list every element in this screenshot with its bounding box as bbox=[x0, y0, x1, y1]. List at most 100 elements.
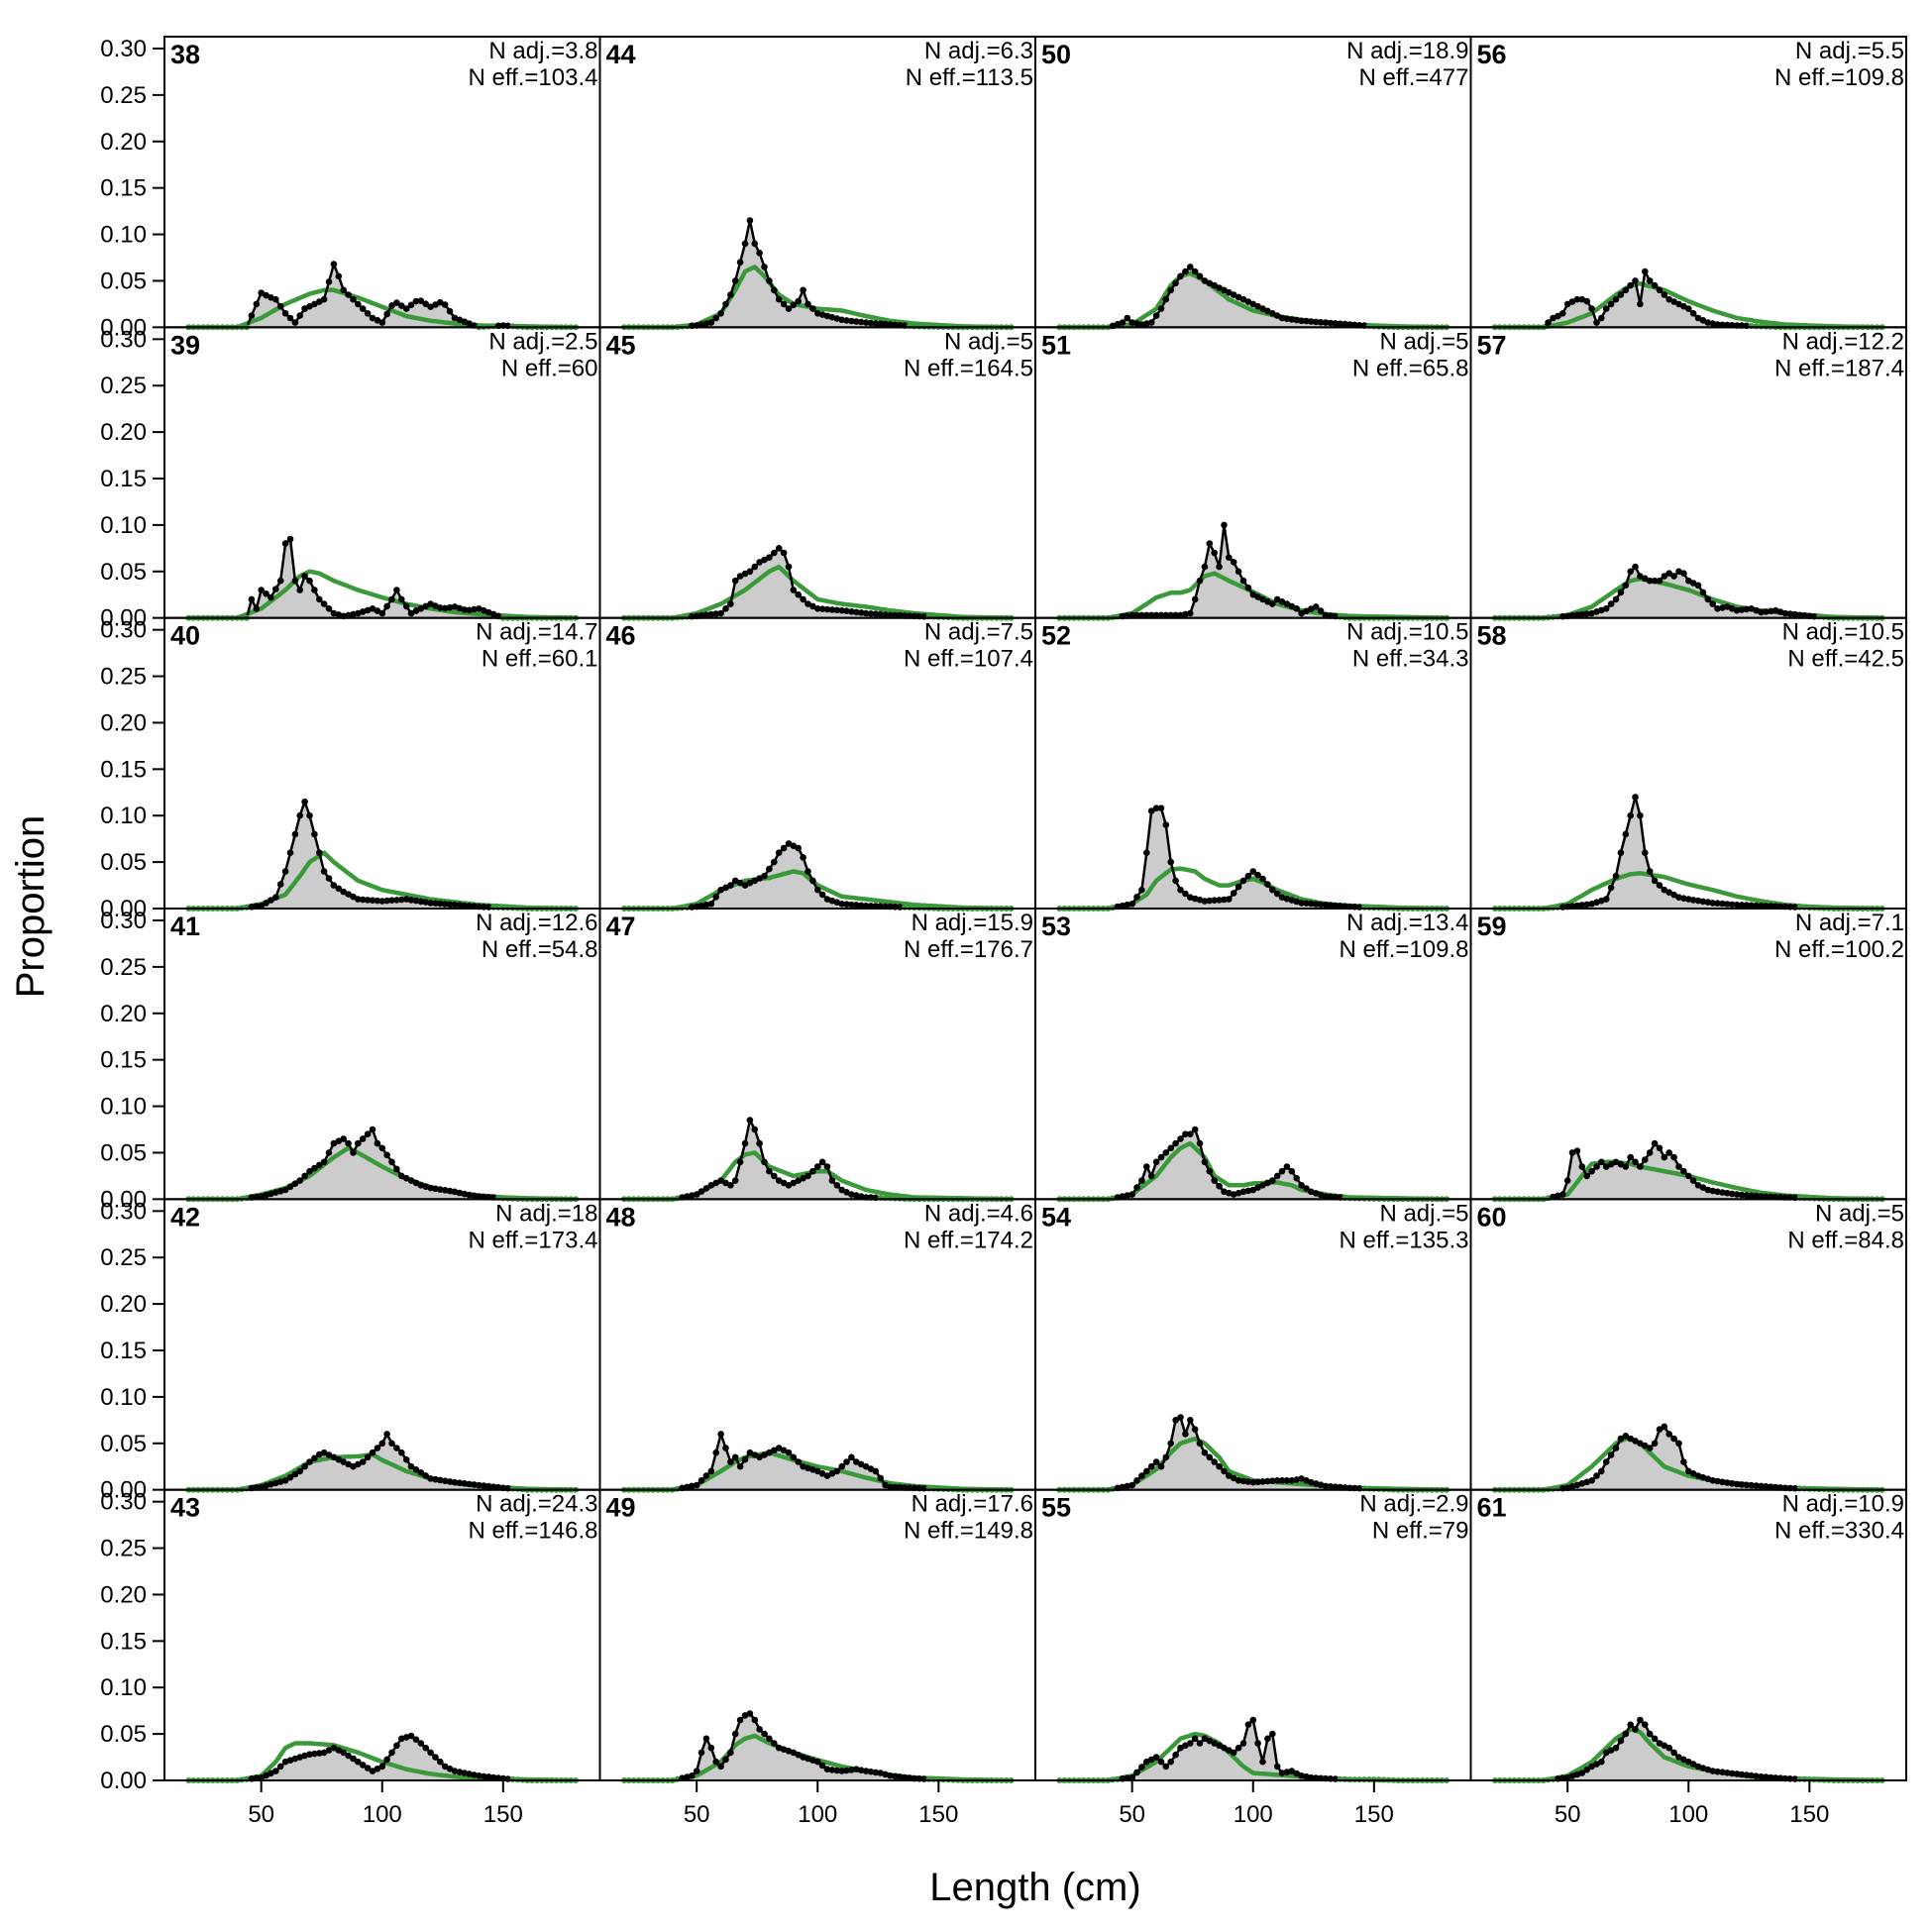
observed-point bbox=[785, 563, 793, 571]
observed-point bbox=[800, 1174, 806, 1182]
observed-point bbox=[833, 1467, 841, 1475]
observed-point bbox=[1622, 286, 1630, 294]
observed-point bbox=[693, 1768, 700, 1774]
observed-point bbox=[369, 1126, 376, 1133]
observed-point bbox=[712, 894, 719, 901]
observed-point bbox=[901, 1773, 909, 1781]
n-eff-text: N eff.=187.4 bbox=[1774, 355, 1904, 381]
observed-point bbox=[731, 277, 739, 284]
observed-point bbox=[1555, 312, 1561, 320]
observed-point bbox=[1216, 563, 1223, 571]
observed-point bbox=[689, 1482, 696, 1490]
observed-point bbox=[1201, 898, 1209, 905]
observed-point bbox=[330, 261, 338, 268]
observed-point bbox=[1680, 302, 1687, 310]
observed-point bbox=[746, 1449, 754, 1456]
observed-point bbox=[369, 605, 376, 612]
panel-label: 54 bbox=[1041, 1202, 1071, 1232]
y-tick-label: 0.05 bbox=[100, 1139, 147, 1166]
observed-point bbox=[1728, 1190, 1736, 1198]
observed-point bbox=[393, 1742, 400, 1750]
observed-point bbox=[1346, 321, 1353, 328]
observed-point bbox=[707, 901, 715, 908]
observed-point bbox=[1206, 279, 1214, 287]
n-eff-text: N eff.=164.5 bbox=[904, 355, 1033, 381]
observed-point bbox=[1239, 877, 1247, 885]
observed-point bbox=[1758, 1772, 1765, 1780]
observed-point bbox=[1607, 1451, 1615, 1458]
observed-point bbox=[1733, 901, 1741, 909]
observed-point bbox=[427, 1749, 434, 1757]
observed-point bbox=[481, 1482, 487, 1489]
observed-point bbox=[1699, 589, 1707, 596]
observed-point bbox=[843, 901, 850, 908]
observed-point bbox=[276, 881, 284, 888]
observed-point bbox=[1182, 268, 1189, 275]
observed-point bbox=[422, 300, 430, 308]
observed-point bbox=[1704, 899, 1712, 906]
n-adj-text: N adj.=18 bbox=[495, 1200, 597, 1227]
observed-point bbox=[771, 286, 778, 294]
observed-point bbox=[398, 1449, 405, 1456]
observed-point bbox=[1254, 871, 1261, 879]
observed-point bbox=[446, 1478, 454, 1485]
observed-area bbox=[1494, 797, 1882, 909]
observed-point bbox=[388, 302, 395, 309]
observed-point bbox=[1273, 1763, 1281, 1771]
observed-point bbox=[1133, 1477, 1140, 1484]
panel-58: 58 N adj.=10.5N eff.=42.5 bbox=[1469, 616, 1907, 912]
panel-39: 39 N adj.=2.5N eff.=60 bbox=[163, 326, 601, 621]
observed-point bbox=[857, 1460, 865, 1468]
observed-point bbox=[1147, 1462, 1155, 1470]
observed-point bbox=[727, 1458, 734, 1465]
observed-point bbox=[1733, 1191, 1741, 1198]
panel-label: 49 bbox=[606, 1493, 636, 1523]
observed-point bbox=[355, 1758, 362, 1766]
y-tick-label: 0.10 bbox=[100, 1674, 147, 1701]
observed-point bbox=[790, 301, 798, 309]
observed-point bbox=[1327, 319, 1335, 327]
observed-point bbox=[1201, 277, 1209, 284]
observed-point bbox=[1651, 1735, 1659, 1743]
observed-point bbox=[286, 1183, 294, 1191]
observed-point bbox=[320, 295, 328, 303]
observed-point bbox=[1748, 1771, 1755, 1779]
observed-point bbox=[1167, 611, 1174, 619]
observed-point bbox=[805, 1172, 811, 1180]
observed-point bbox=[311, 1454, 318, 1462]
observed-point bbox=[1119, 1483, 1127, 1491]
panel-label: 55 bbox=[1041, 1493, 1071, 1523]
x-tick-label: 150 bbox=[918, 1801, 958, 1828]
observed-point bbox=[291, 1470, 299, 1478]
observed-point bbox=[248, 312, 256, 319]
observed-point bbox=[484, 1773, 492, 1780]
y-tick-label: 0.00 bbox=[100, 1477, 147, 1504]
observed-point bbox=[1661, 291, 1668, 298]
observed-point bbox=[887, 1772, 894, 1779]
observed-point bbox=[780, 300, 788, 308]
observed-point bbox=[1147, 1756, 1155, 1764]
observed-point bbox=[1617, 849, 1625, 856]
observed-point bbox=[1147, 807, 1155, 814]
observed-point bbox=[1133, 1769, 1140, 1776]
observed-point bbox=[1738, 606, 1746, 613]
panel-label: 42 bbox=[170, 1202, 200, 1232]
observed-point bbox=[731, 1453, 739, 1461]
observed-point bbox=[756, 1453, 763, 1461]
observed-point bbox=[775, 1177, 783, 1184]
observed-point bbox=[1124, 1482, 1131, 1490]
observed-point bbox=[1583, 1766, 1590, 1773]
observed-point bbox=[1675, 1754, 1682, 1761]
y-tick-label: 0.05 bbox=[100, 1431, 147, 1457]
observed-point bbox=[771, 1172, 778, 1180]
observed-point bbox=[383, 1151, 390, 1159]
observed-point bbox=[1187, 1130, 1194, 1137]
observed-point bbox=[1738, 902, 1746, 909]
observed-point bbox=[1124, 314, 1131, 322]
y-tick-label: 0.05 bbox=[100, 268, 147, 294]
observed-point bbox=[1312, 318, 1320, 326]
observed-point bbox=[882, 611, 889, 618]
observed-point bbox=[1182, 1742, 1189, 1750]
observed-point bbox=[780, 549, 788, 557]
observed-point bbox=[286, 314, 294, 322]
